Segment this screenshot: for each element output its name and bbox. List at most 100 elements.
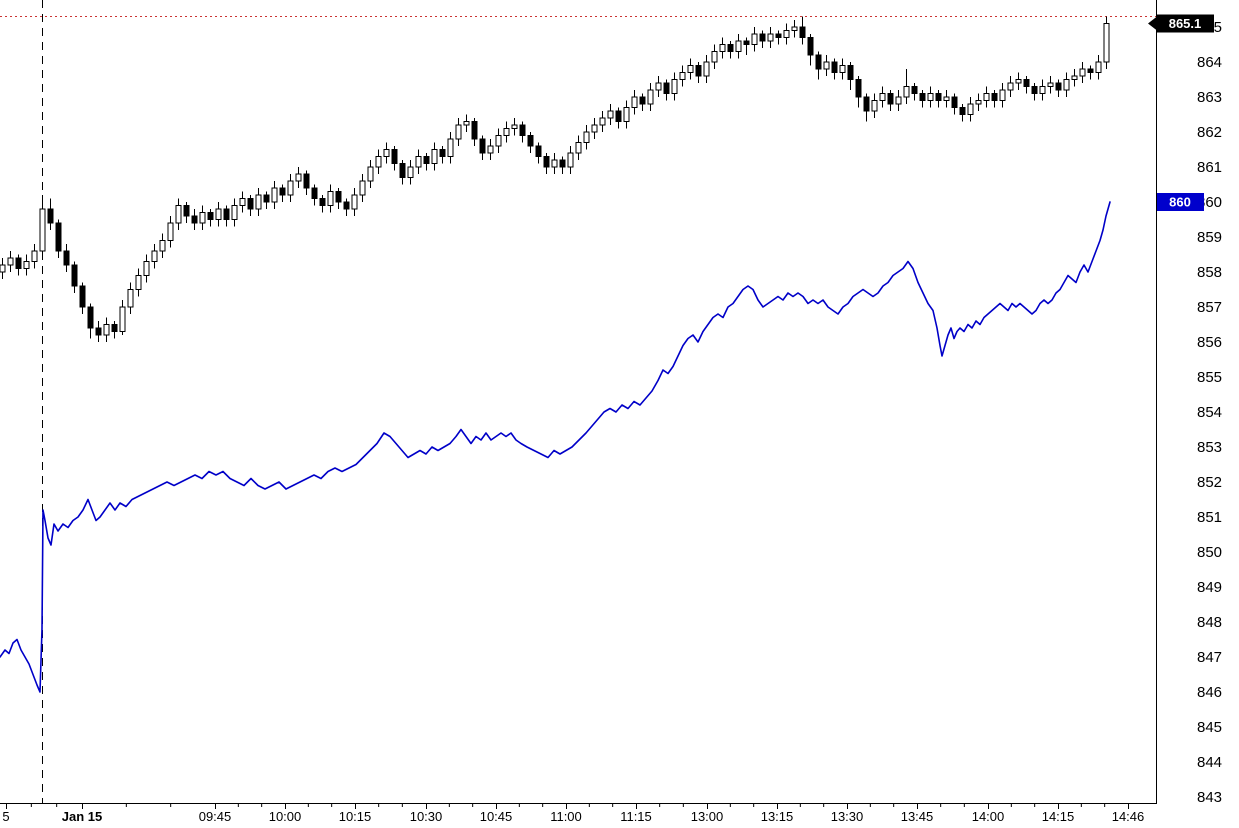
candle-body: [759, 33, 766, 42]
candle-body: [863, 96, 870, 112]
price-axis-label: 846: [1197, 684, 1222, 701]
candle-body: [143, 261, 150, 276]
candle-body: [431, 149, 438, 164]
candle-body: [927, 93, 934, 101]
candle-body: [599, 117, 606, 126]
candle-body: [375, 156, 382, 168]
candle-body: [655, 82, 662, 91]
candle-body: [839, 65, 846, 73]
time-axis-label: 10:45: [480, 809, 513, 824]
time-axis-label: 13:45: [901, 809, 934, 824]
candle-body: [567, 152, 574, 168]
price-axis-label: 849: [1197, 579, 1222, 596]
candle-body: [959, 107, 966, 115]
candle-body: [815, 54, 822, 70]
time-axis[interactable]: 5 Jan 15 09:45 10:00 10:15 10:30 10:45 11:00 11:…: [2, 804, 1144, 824]
candle-body: [495, 135, 502, 147]
candle-body: [679, 72, 686, 80]
candle-body: [311, 187, 318, 199]
candle-body: [423, 156, 430, 164]
price-axis-label: 864: [1197, 54, 1222, 71]
price-axis-label: 852: [1197, 474, 1222, 491]
candle-body: [535, 145, 542, 157]
candle-body: [223, 208, 230, 220]
candle-body: [879, 93, 886, 101]
candle-body: [623, 107, 630, 122]
candle-body: [183, 205, 190, 217]
candle-body: [111, 324, 118, 332]
candle-body: [719, 44, 726, 52]
candle-body: [447, 138, 454, 157]
candle-body: [295, 173, 302, 182]
candle-body: [663, 82, 670, 94]
candle-body: [1103, 23, 1110, 63]
candle-body: [791, 26, 798, 31]
candle-body: [15, 257, 22, 269]
last-price-tag-text: 865.1: [1169, 16, 1202, 31]
price-axis-label: 858: [1197, 264, 1222, 281]
time-axis-label: 10:30: [410, 809, 443, 824]
candle-body: [919, 93, 926, 101]
candle-body: [439, 149, 446, 157]
line-price-tag-text: 860: [1169, 195, 1191, 210]
candle-body: [455, 124, 462, 140]
candle-body: [975, 100, 982, 105]
candle-body: [215, 208, 222, 220]
candle-body: [799, 26, 806, 38]
last-price-tag: 865.1: [1148, 14, 1214, 33]
candle-body: [271, 187, 278, 203]
price-axis-label: 853: [1197, 439, 1222, 456]
candle-body: [391, 149, 398, 164]
time-axis-label: 13:00: [691, 809, 724, 824]
candle-body: [95, 327, 102, 336]
candle-body: [1063, 79, 1070, 91]
candle-body: [247, 198, 254, 210]
time-axis-label: 09:45: [199, 809, 232, 824]
price-axis-label: 851: [1197, 509, 1222, 526]
price-axis[interactable]: 8658648638628618608598588578568558548538…: [1197, 19, 1222, 806]
candle-body: [751, 33, 758, 45]
candle-body: [911, 86, 918, 94]
candle-body: [543, 156, 550, 168]
price-axis-label: 863: [1197, 89, 1222, 106]
candle-body: [87, 306, 94, 329]
candle-body: [703, 61, 710, 77]
candle-body: [487, 145, 494, 154]
price-axis-label: 848: [1197, 614, 1222, 631]
candle-body: [327, 191, 334, 206]
price-axis-label: 857: [1197, 299, 1222, 316]
candle-body: [735, 40, 742, 52]
candle-body: [471, 121, 478, 140]
candle-body: [687, 65, 694, 73]
candle-body: [167, 222, 174, 241]
candle-body: [1031, 86, 1038, 94]
candle-body: [519, 124, 526, 136]
candle-body: [775, 33, 782, 38]
candle-body: [359, 180, 366, 196]
candle-body: [0, 264, 6, 273]
candle-body: [1023, 79, 1030, 87]
candle-body: [855, 79, 862, 98]
candle-body: [479, 138, 486, 154]
candle-body: [711, 51, 718, 63]
candlestick-series: [0, 16, 1110, 342]
candle-body: [287, 180, 294, 196]
last-price-tag-box: [1157, 14, 1214, 33]
candle-body: [103, 324, 110, 336]
candle-body: [935, 93, 942, 101]
price-axis-label: 850: [1197, 544, 1222, 561]
candle-body: [575, 142, 582, 154]
candle-body: [511, 124, 518, 129]
candle-body: [967, 103, 974, 115]
time-axis-label: 5: [2, 809, 9, 824]
time-axis-label: 13:15: [761, 809, 794, 824]
candle-body: [63, 250, 70, 266]
candle-body: [647, 89, 654, 105]
candle-body: [39, 208, 46, 252]
candle-body: [831, 61, 838, 73]
candle-body: [303, 173, 310, 189]
candle-body: [263, 194, 270, 203]
candle-body: [783, 30, 790, 38]
candle-body: [71, 264, 78, 287]
